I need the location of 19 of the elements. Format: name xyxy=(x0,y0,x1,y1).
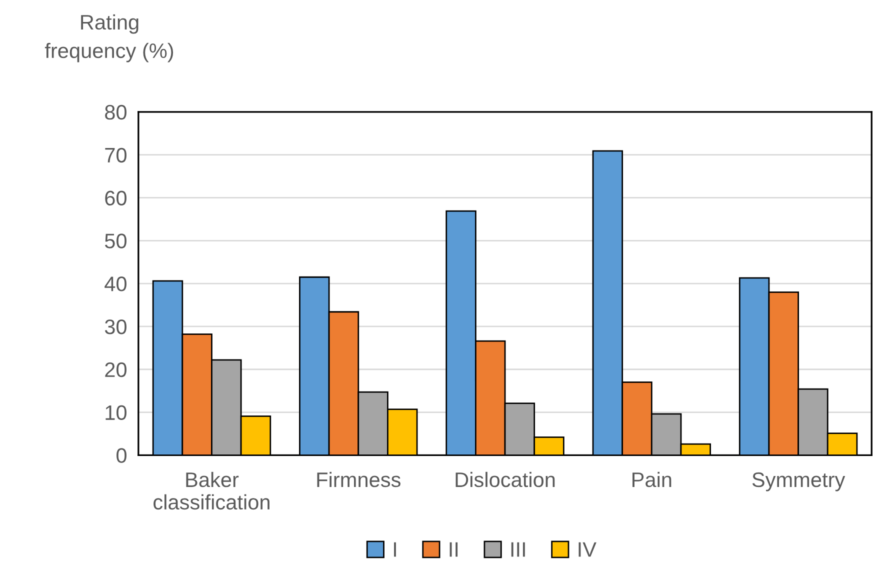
y-tick-label: 40 xyxy=(104,276,126,292)
y-tick-label: 80 xyxy=(105,104,126,120)
y-tick-label: 30 xyxy=(104,319,126,334)
x-tick-label: Baker classification xyxy=(154,472,270,510)
y-tick-label: 70 xyxy=(105,148,126,163)
x-tick-label: Symmetry xyxy=(752,472,846,492)
y-tick-label: 10 xyxy=(106,405,126,420)
y-axis-title: Rating frequency (%) xyxy=(44,14,174,62)
x-tick-label: Firmness xyxy=(317,472,400,488)
y-tick-label: 60 xyxy=(105,190,126,206)
legend-label: III xyxy=(511,542,525,557)
y-tick-label: 50 xyxy=(104,234,126,248)
legend-label: IV xyxy=(578,542,596,557)
legend-label: II xyxy=(450,542,458,557)
legend-label: I xyxy=(394,542,396,557)
x-tick-label: Pain xyxy=(632,472,672,488)
x-tick-label: Dislocation xyxy=(456,472,555,488)
y-tick-label: 20 xyxy=(105,362,126,378)
y-tick-label: 0 xyxy=(116,448,126,463)
